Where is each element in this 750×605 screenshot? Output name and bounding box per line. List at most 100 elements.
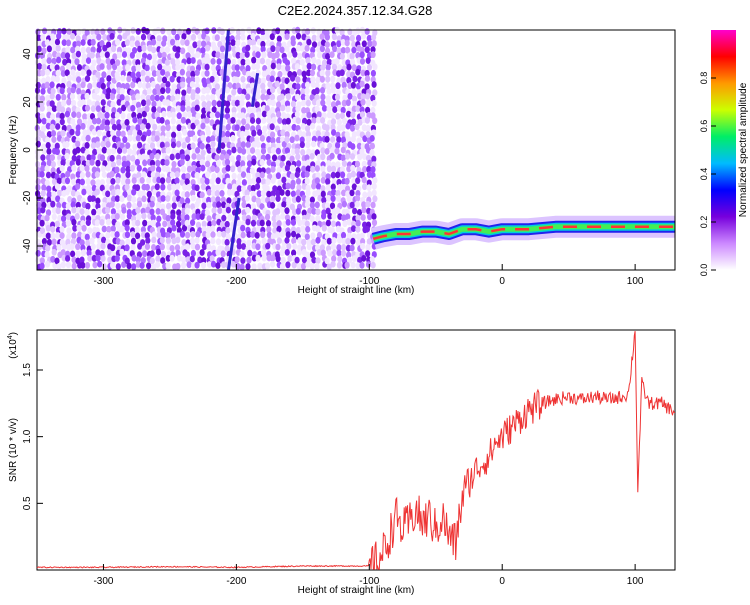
- noise-cell: [315, 257, 321, 264]
- noise-cell: [340, 250, 347, 257]
- noise-cell: [256, 225, 262, 233]
- noise-cell: [311, 256, 317, 264]
- noise-cell: [251, 63, 257, 70]
- noise-cell: [94, 171, 100, 178]
- noise-cell: [141, 118, 148, 125]
- noise-cell: [85, 202, 91, 210]
- noise-cell: [296, 262, 302, 270]
- noise-cell: [110, 208, 116, 215]
- noise-cell: [360, 32, 367, 40]
- noise-cell: [339, 52, 345, 60]
- noise-cell: [334, 93, 341, 101]
- noise-cell: [279, 230, 285, 238]
- noise-cell: [305, 165, 311, 173]
- noise-cell: [60, 51, 66, 59]
- noise-cell: [134, 226, 140, 234]
- noise-cell: [145, 99, 151, 106]
- noise-cell: [371, 40, 377, 47]
- noise-cell: [50, 33, 56, 41]
- noise-cell: [126, 201, 132, 209]
- noise-cell: [129, 40, 135, 48]
- noise-cell: [71, 135, 77, 143]
- noise-cell: [275, 255, 281, 263]
- noise-cell: [366, 34, 372, 42]
- noise-cell: [80, 93, 86, 101]
- noise-cell: [315, 215, 321, 222]
- noise-cell: [314, 177, 320, 185]
- noise-cell: [275, 214, 281, 222]
- noise-cell: [186, 160, 192, 168]
- noise-cell: [315, 172, 321, 179]
- noise-cell: [106, 63, 112, 71]
- noise-cell: [137, 141, 143, 149]
- noise-cell: [70, 33, 76, 40]
- noise-cell: [81, 224, 87, 232]
- noise-cell: [165, 124, 171, 132]
- noise-cell: [310, 81, 316, 88]
- noise-cell: [45, 136, 51, 144]
- noise-cell: [106, 148, 112, 156]
- noise-cell: [115, 238, 121, 245]
- noise-cell: [251, 129, 257, 137]
- noise-cell: [205, 231, 211, 239]
- noise-cell: [224, 86, 230, 94]
- noise-cell: [319, 75, 325, 83]
- snr-line: [36, 331, 676, 570]
- noise-cell: [350, 111, 356, 119]
- noise-cell: [336, 249, 342, 257]
- snr-scale-factor: (x104): [7, 332, 19, 359]
- noise-cell: [371, 155, 377, 163]
- noise-cell: [371, 129, 377, 137]
- noise-cell: [355, 52, 361, 59]
- noise-cell: [110, 213, 117, 221]
- noise-cell: [315, 225, 321, 233]
- noise-cell: [275, 208, 281, 215]
- noise-cell: [319, 244, 325, 252]
- noise-cell: [240, 58, 246, 66]
- noise-cell: [84, 208, 90, 216]
- noise-cell: [230, 134, 236, 142]
- noise-cell: [225, 233, 231, 241]
- noise-cell: [184, 178, 190, 186]
- noise-cell: [365, 57, 371, 64]
- noise-cell: [101, 225, 107, 233]
- noise-cell: [260, 196, 267, 204]
- noise-cell: [240, 112, 246, 120]
- noise-cell: [76, 118, 83, 126]
- noise-cell: [171, 160, 177, 168]
- noise-cell: [121, 207, 127, 214]
- noise-cell: [366, 238, 372, 245]
- noise-cell: [330, 243, 336, 251]
- noise-cell: [366, 63, 373, 71]
- noise-cell: [205, 86, 211, 94]
- noise-cell: [266, 110, 272, 118]
- noise-cell: [100, 28, 106, 35]
- noise-cell: [80, 39, 86, 46]
- noise-cell: [76, 224, 82, 232]
- noise-cell: [170, 58, 176, 65]
- noise-cell: [250, 219, 257, 227]
- noise-cell: [305, 57, 311, 64]
- noise-cell: [102, 44, 108, 52]
- noise-cell: [241, 118, 247, 126]
- noise-cell: [66, 213, 72, 221]
- noise-cell: [290, 75, 296, 82]
- noise-cell: [220, 196, 226, 204]
- noise-cell: [186, 57, 192, 65]
- noise-cell: [104, 119, 110, 126]
- noise-cell: [144, 143, 150, 151]
- noise-cell: [351, 95, 358, 103]
- noise-cell: [61, 209, 68, 217]
- noise-cell: [254, 63, 261, 70]
- noise-cell: [46, 28, 53, 36]
- noise-cell: [330, 183, 336, 191]
- noise-cell: [105, 206, 111, 214]
- noise-cell: [159, 243, 165, 251]
- noise-cell: [250, 147, 256, 154]
- noise-cell: [360, 242, 366, 250]
- noise-cell: [211, 184, 217, 191]
- noise-cell: [270, 254, 276, 262]
- noise-cell: [170, 219, 176, 226]
- noise-cell: [340, 106, 346, 114]
- noise-cell: [50, 232, 56, 240]
